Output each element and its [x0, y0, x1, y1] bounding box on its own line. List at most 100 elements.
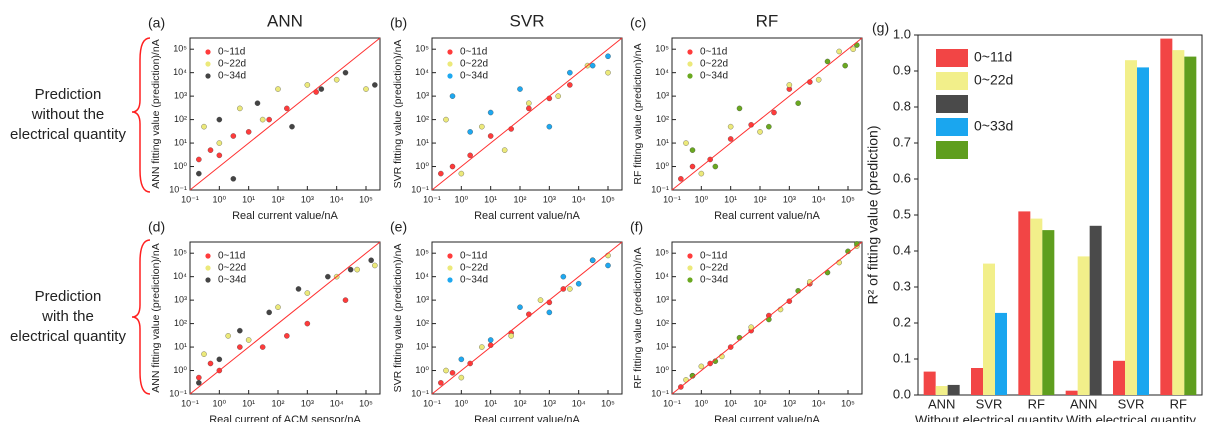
legend-label: 0~11d	[460, 251, 487, 262]
point	[537, 297, 544, 303]
point	[216, 140, 223, 146]
point	[555, 93, 561, 99]
y-tick-label: 0.1	[893, 350, 911, 365]
legend-label: 0~22d	[974, 72, 1013, 88]
point	[284, 105, 290, 112]
point	[318, 86, 325, 92]
diagonal	[431, 37, 623, 191]
bracket	[131, 37, 151, 193]
point	[333, 76, 340, 83]
point	[438, 380, 444, 386]
bar	[1089, 225, 1102, 395]
x-tick-label: 10⁰	[695, 398, 709, 408]
y-tick-label: 10²	[174, 318, 187, 328]
column-title: ANN	[267, 11, 303, 30]
y-axis-label: ANN fitting value (prediction)/nA	[150, 39, 162, 188]
point	[266, 116, 272, 123]
y-tick-label: 10¹	[656, 137, 669, 147]
plot-frame	[671, 37, 863, 191]
x-axis-label: Real current value/nA	[232, 210, 338, 222]
point	[237, 327, 243, 334]
point	[304, 320, 311, 327]
legend-swatch	[936, 95, 968, 113]
x-tick-label: RF	[1028, 396, 1045, 411]
bar	[1125, 60, 1137, 395]
y-tick-label: 10³	[416, 91, 429, 101]
point	[284, 333, 290, 339]
point	[766, 123, 772, 130]
y-tick-label: 10¹	[656, 341, 669, 351]
x-tick-label: 10⁻¹	[663, 398, 681, 408]
legend-label: 0~11d	[218, 251, 245, 262]
point	[458, 356, 465, 363]
x-tick-label: 10⁰	[455, 194, 469, 204]
legend-label: 0~34d	[700, 71, 728, 82]
x-tick-label: 10³	[301, 398, 314, 408]
point	[850, 46, 856, 52]
legend-marker	[447, 73, 453, 79]
y-tick-label: 1.0	[893, 26, 911, 41]
bar	[971, 368, 983, 395]
point	[196, 380, 202, 386]
x-tick-label: 10⁵	[359, 194, 373, 204]
point	[259, 344, 266, 350]
point	[546, 309, 553, 316]
x-tick-label: 10⁵	[601, 398, 615, 408]
point	[196, 156, 202, 163]
y-tick-label: 0.3	[893, 278, 911, 293]
x-tick-label: ANN	[928, 396, 955, 411]
bar	[947, 384, 960, 395]
point	[487, 133, 494, 139]
x-axis-label: Real current value/nA	[714, 210, 820, 222]
x-tick-label: 10²	[753, 398, 766, 408]
point	[207, 360, 214, 367]
y-tick-label: 10⁰	[655, 365, 669, 375]
legend-label: 0~34d	[218, 71, 246, 82]
legend-label: 0~22d	[460, 59, 488, 70]
legend-swatch	[936, 118, 968, 136]
point	[449, 93, 456, 99]
plot-frame	[671, 241, 863, 395]
point	[757, 129, 763, 135]
point	[230, 176, 237, 182]
y-tick-label: 0.8	[893, 98, 911, 113]
point	[449, 163, 456, 170]
legend-marker	[687, 49, 693, 55]
panel-label: (d)	[148, 219, 165, 235]
y-tick-label: 10⁵	[655, 44, 669, 54]
y-tick-label: 10⁻¹	[411, 184, 429, 194]
row-label: Prediction	[35, 288, 102, 305]
x-tick-label: 10⁴	[812, 398, 826, 408]
point	[546, 123, 553, 130]
column-title: SVR	[510, 11, 545, 30]
x-tick-label: 10¹	[484, 398, 497, 408]
bar	[1018, 211, 1031, 395]
point	[605, 262, 611, 269]
y-tick-label: 10⁻¹	[651, 388, 669, 398]
legend-marker	[205, 277, 211, 283]
bar	[1042, 230, 1055, 395]
y-tick-label: 10⁰	[655, 161, 669, 171]
point	[698, 363, 705, 370]
y-tick-label: 10⁴	[415, 271, 429, 281]
point	[449, 370, 456, 376]
y-axis-label: R² of fitting value (prediction)	[865, 126, 881, 305]
point	[342, 297, 349, 303]
point	[266, 309, 272, 316]
bar	[923, 371, 936, 395]
row-label: electrical quantity	[10, 328, 126, 345]
point	[245, 129, 252, 135]
panel-label: (f)	[630, 219, 643, 235]
plot-frame	[431, 37, 623, 191]
point	[216, 152, 223, 159]
point	[196, 170, 202, 177]
bar	[1113, 360, 1125, 395]
legend-marker	[205, 73, 211, 79]
x-tick-label: 10¹	[242, 194, 255, 204]
point	[736, 105, 743, 112]
x-tick-label: SVR	[976, 396, 1003, 411]
panel-label: (c)	[630, 15, 646, 31]
bar	[1077, 256, 1090, 395]
y-tick-label: 10⁻¹	[169, 388, 187, 398]
x-tick-label: 10⁴	[572, 398, 586, 408]
